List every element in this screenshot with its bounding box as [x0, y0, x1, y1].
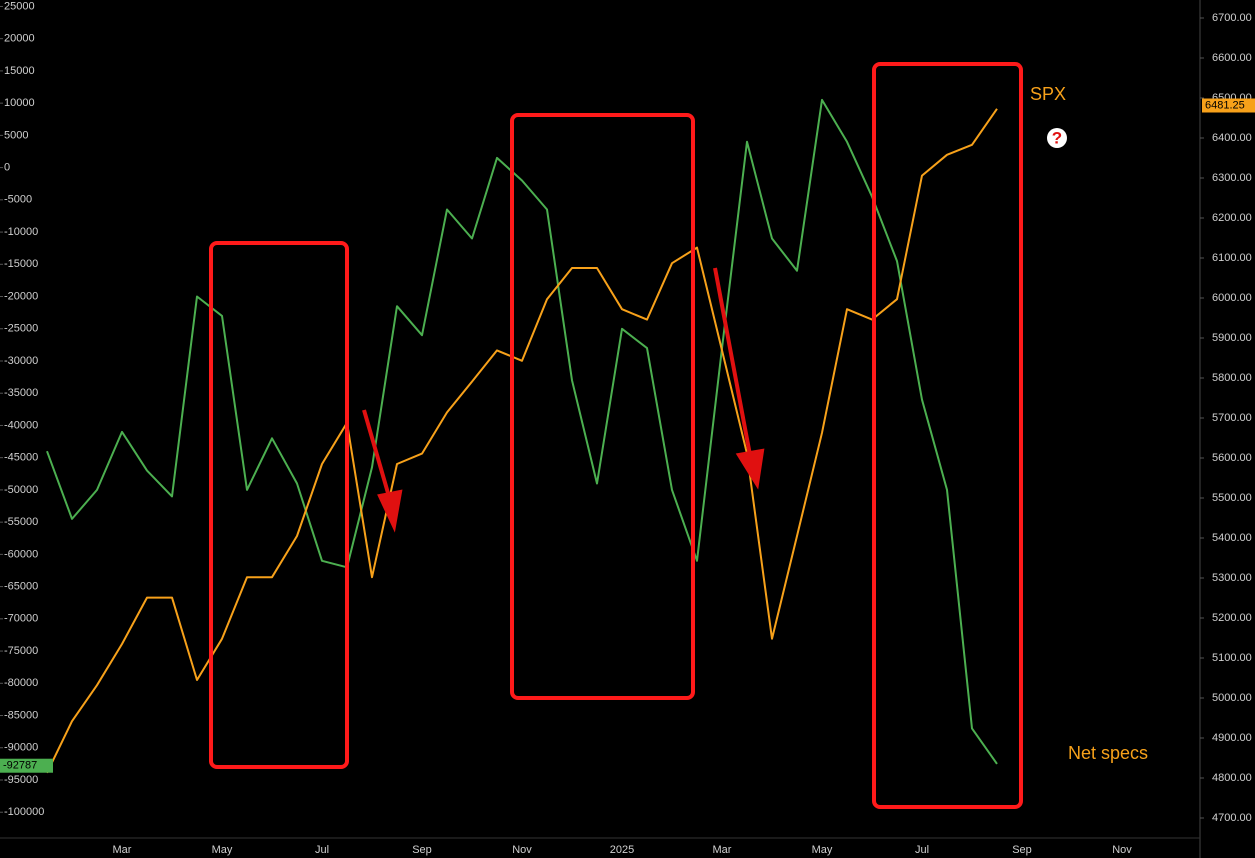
- y2-tick-label: 5500.00: [1212, 492, 1252, 504]
- y2-tick-label: 5700.00: [1212, 412, 1252, 424]
- y2-tick-label: 6700.00: [1212, 12, 1252, 24]
- x-tick-label: Jul: [915, 844, 929, 856]
- y-tick-label: 20000: [4, 33, 35, 45]
- arrow-shaft: [713, 267, 752, 456]
- highlight-box: [209, 241, 349, 769]
- price-tag-label: 6481.25: [1205, 99, 1245, 111]
- y-tick-label: -30000: [4, 355, 38, 367]
- y2-tick-label: 6000.00: [1212, 292, 1252, 304]
- x-tick-label: May: [212, 844, 233, 856]
- y2-tick-label: 4900.00: [1212, 732, 1252, 744]
- y-tick-label: 5000: [4, 129, 28, 141]
- arrow-head: [377, 489, 403, 533]
- y-tick-label: -60000: [4, 548, 38, 560]
- y2-tick-label: 5900.00: [1212, 332, 1252, 344]
- y-tick-label: -10000: [4, 226, 38, 238]
- highlight-box: [872, 62, 1023, 809]
- y2-tick-label: 5400.00: [1212, 532, 1252, 544]
- spx-label: SPX: [1030, 84, 1066, 104]
- y-tick-label: -75000: [4, 645, 38, 657]
- y-tick-label: -90000: [4, 742, 38, 754]
- y-tick-label: -70000: [4, 613, 38, 625]
- highlight-box: [510, 113, 695, 700]
- y2-tick-label: 5100.00: [1212, 652, 1252, 664]
- y-tick-label: -45000: [4, 452, 38, 464]
- y-tick-label: -20000: [4, 290, 38, 302]
- question-badge: [1047, 128, 1067, 148]
- arrow-shaft: [362, 409, 392, 501]
- series-line: [46, 108, 998, 774]
- y-tick-label: -15000: [4, 258, 38, 270]
- y-tick-label: -95000: [4, 774, 38, 786]
- arrow-head: [735, 448, 765, 490]
- x-tick-label: Nov: [1112, 844, 1132, 856]
- y-tick-label: -25000: [4, 323, 38, 335]
- y2-tick-label: 6100.00: [1212, 252, 1252, 264]
- y2-tick-label: 5300.00: [1212, 572, 1252, 584]
- y2-tick-label: 6400.00: [1212, 132, 1252, 144]
- y2-tick-label: 5600.00: [1212, 452, 1252, 464]
- x-tick-label: 2025: [610, 844, 634, 856]
- y-tick-label: -5000: [4, 194, 32, 206]
- y2-tick-label: 5000.00: [1212, 692, 1252, 704]
- y-tick-label: 25000: [4, 0, 35, 12]
- question-mark: ?: [1052, 128, 1062, 147]
- y-tick-label: 10000: [4, 97, 35, 109]
- x-tick-label: May: [812, 844, 833, 856]
- price-tag: [1202, 98, 1255, 113]
- highlight-boxes: [209, 62, 1023, 809]
- y-tick-label: -85000: [4, 709, 38, 721]
- y2-tick-label: 6300.00: [1212, 172, 1252, 184]
- y-tick-label: -65000: [4, 581, 38, 593]
- y2-tick-label: 5200.00: [1212, 612, 1252, 624]
- x-tick-label: Jul: [315, 844, 329, 856]
- price-tag: [0, 758, 53, 773]
- y2-tick-label: 4800.00: [1212, 772, 1252, 784]
- y2-tick-label: 4700.00: [1212, 812, 1252, 824]
- y-tick-label: -35000: [4, 387, 38, 399]
- y2-tick-label: 6600.00: [1212, 52, 1252, 64]
- y-tick-label: -50000: [4, 484, 38, 496]
- y-tick-label: -40000: [4, 419, 38, 431]
- net-specs-label: Net specs: [1068, 743, 1148, 763]
- series-line: [46, 98, 998, 765]
- price-tag-label: -92787: [3, 760, 37, 772]
- x-tick-label: Nov: [512, 844, 532, 856]
- x-tick-label: Mar: [713, 844, 732, 856]
- x-tick-label: Sep: [412, 844, 432, 856]
- y-tick-label: 0: [4, 162, 10, 174]
- y2-tick-label: 6200.00: [1212, 212, 1252, 224]
- y-tick-label: -55000: [4, 516, 38, 528]
- x-tick-label: Mar: [113, 844, 132, 856]
- lines-layer: [46, 98, 998, 774]
- y-tick-label: 15000: [4, 65, 35, 77]
- y-tick-label: -100000: [4, 806, 44, 818]
- x-tick-label: Sep: [1012, 844, 1032, 856]
- y-tick-label: -80000: [4, 677, 38, 689]
- arrows: [362, 267, 765, 533]
- y2-tick-label: 5800.00: [1212, 372, 1252, 384]
